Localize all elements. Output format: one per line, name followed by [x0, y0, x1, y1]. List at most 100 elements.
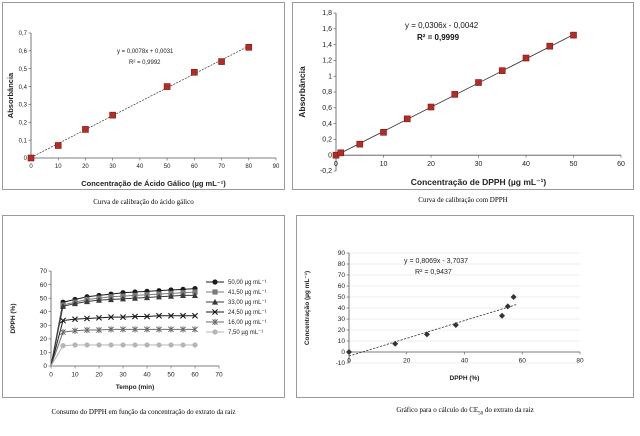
y-tick-label: 20: [338, 327, 346, 334]
data-point: [499, 312, 506, 319]
caption-ce50-text: Gráfico para o cálculo do CE: [396, 406, 479, 414]
data-point: [191, 68, 198, 76]
x-tick-label: 30: [475, 161, 483, 168]
y-tick-label: 0: [43, 363, 47, 370]
r-squared-label: R² = 0,9999: [417, 33, 460, 42]
y-tick-label: 30: [338, 316, 346, 323]
series-point: [108, 342, 114, 348]
x-axis-label: Tempo (min): [116, 384, 155, 391]
data-point: [427, 103, 435, 111]
series-point: [96, 342, 102, 348]
series-point: [192, 312, 198, 319]
series-point: [132, 294, 138, 301]
y-axis-label: Absorbância: [297, 66, 307, 118]
chart-panel-dpph-consumption: 0 10 20 30 40 50 60 70 0 10 20 30 40 50 60 70 Tempo (min…: [2, 215, 285, 398]
series-point: [120, 295, 126, 302]
legend-marker: [212, 279, 218, 285]
series-line: [50, 315, 195, 367]
x-tick-label: 70: [218, 164, 225, 170]
y-tick-label: 0,3: [19, 103, 28, 109]
x-tick-label: 0: [334, 161, 338, 168]
series-point: [180, 342, 186, 348]
y-tick-label: 0,4: [19, 85, 28, 91]
x-tick-label: 90: [273, 164, 280, 170]
caption-dpph-calibration: Curva de calibração com DPPH: [418, 196, 508, 204]
y-tick-label: 0,4: [322, 121, 332, 128]
data-point: [380, 128, 387, 136]
caption-gallic-acid: Curva de calibração do ácido gálico: [93, 198, 194, 206]
legend-label: 41,50 µg mL⁻¹: [228, 290, 267, 296]
series-point: [168, 292, 174, 299]
data-point: [346, 349, 352, 355]
series-point: [192, 289, 198, 295]
y-tick-label: 0,8: [322, 89, 332, 96]
series-line: [50, 344, 195, 367]
y-tick-label: 10: [40, 350, 48, 357]
y-tick-label: 30: [40, 322, 48, 329]
y-tick-label: 1: [328, 73, 332, 80]
x-tick-label: 20: [82, 164, 89, 170]
y-tick-label: -0,2: [320, 168, 332, 175]
r-squared-label: R² = 0,9437: [415, 269, 452, 276]
series-point: [84, 342, 90, 348]
series-point: [168, 326, 174, 333]
trendline-equation: y = 0,0306x - 0,0042: [405, 21, 479, 30]
data-point: [452, 322, 459, 329]
y-tick-label: 50: [40, 295, 48, 302]
series-point: [144, 326, 150, 333]
y-tick-label: 20: [40, 336, 48, 343]
y-tick-label: 0: [328, 152, 332, 159]
legend-marker: [212, 318, 218, 326]
series-point: [180, 292, 186, 299]
y-axis-label: Concentração (µg mL⁻¹): [304, 271, 311, 345]
trendline-equation: y = 0,0078x + 0,0031: [117, 49, 174, 55]
data-point: [423, 331, 430, 338]
x-tick-label: 60: [191, 164, 198, 170]
series-point: [60, 317, 66, 324]
y-axis-label: DPPH (%): [10, 304, 17, 334]
x-tick-label: 30: [119, 372, 127, 379]
series-point: [120, 342, 126, 348]
r-squared-label: R² = 0,9992: [129, 60, 161, 66]
y-tick-label: 60: [338, 283, 346, 290]
x-tick-label: 40: [137, 164, 144, 170]
series-point: [72, 316, 78, 323]
data-point: [392, 340, 399, 347]
series-line: [50, 328, 195, 367]
series-point: [192, 292, 198, 299]
series-point: [72, 342, 78, 348]
y-tick-label: 70: [338, 272, 346, 279]
y-tick-label: 40: [40, 309, 48, 316]
y-tick-label: 40: [338, 305, 346, 312]
y-tick-label: 0: [24, 156, 28, 162]
series-point: [180, 326, 186, 333]
series-point: [72, 300, 78, 307]
y-tick-label: 0,1: [19, 138, 28, 144]
y-tick-label: 1,8: [322, 10, 332, 17]
series-point: [108, 296, 114, 303]
y-tick-label: 70: [40, 268, 48, 275]
caption-dpph-consumption: Consumo do DPPH em função da concentraçã…: [51, 408, 236, 416]
series-point: [168, 342, 174, 348]
series-point: [84, 326, 90, 334]
x-axis-label: Concentração de DPPH (µg mL⁻¹): [411, 177, 547, 187]
trendline: [348, 304, 517, 357]
x-axis-label: DPPH (%): [450, 375, 480, 382]
legend-label: 16,00 µg mL⁻¹: [228, 320, 267, 326]
series-point: [156, 312, 162, 319]
data-point: [27, 154, 35, 162]
x-tick-label: 20: [95, 372, 103, 379]
series-point: [120, 314, 126, 321]
data-point: [522, 54, 530, 62]
trendline-equation: y = 0,8069x - 3,7037: [404, 258, 468, 265]
data-point: [218, 58, 225, 65]
series-point: [120, 326, 126, 333]
y-tick-label: 0: [341, 349, 345, 356]
x-tick-label: 50: [164, 164, 171, 170]
legend-label: 7,50 µg mL⁻¹: [228, 330, 263, 336]
y-tick-label: 1,2: [322, 58, 332, 65]
caption-ce50: Gráfico para o cálculo do CE50 do extrat…: [296, 406, 634, 416]
y-tick-label: 90: [338, 250, 346, 257]
data-point: [475, 79, 482, 86]
x-tick-label: 60: [617, 161, 625, 168]
